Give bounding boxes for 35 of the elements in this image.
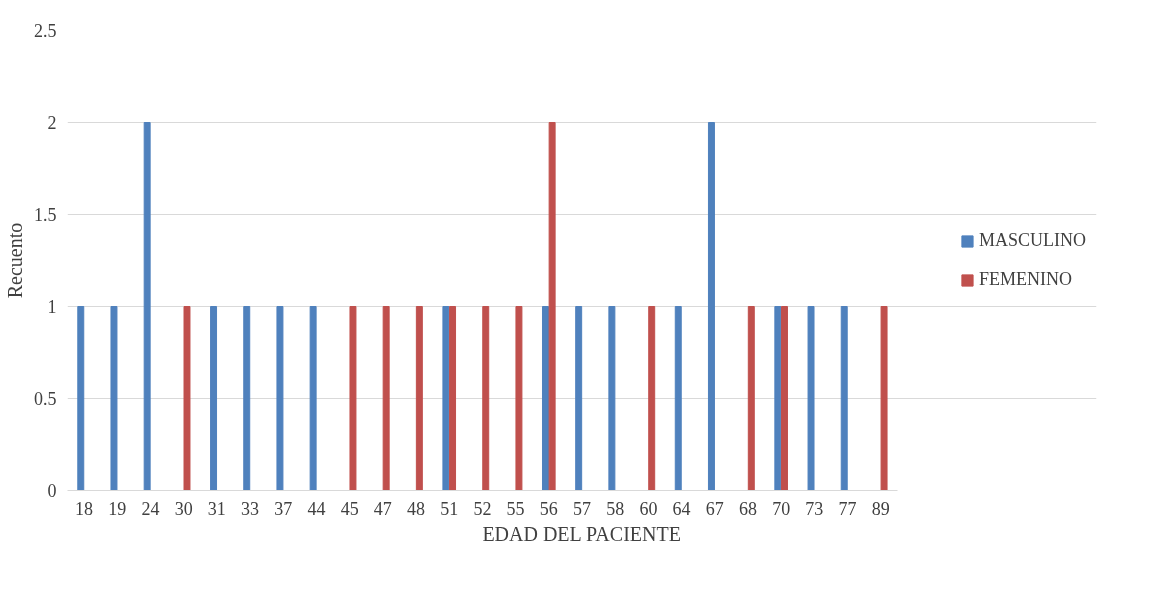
- x-tick-label: 30: [174, 498, 193, 519]
- y-tick-label: 2.5: [34, 21, 57, 41]
- x-tick-label: 31: [207, 498, 226, 519]
- x-tick-label: 89: [871, 498, 890, 519]
- y-tick-label: 1: [47, 297, 57, 317]
- x-tick-label: 24: [141, 498, 160, 519]
- legend-label: MASCULINO: [978, 230, 1086, 251]
- x-tick-label: 47: [373, 498, 392, 519]
- y-tick-label: 2: [47, 113, 57, 133]
- x-tick-label: 58: [606, 498, 625, 519]
- legend-label: FEMENINO: [978, 269, 1072, 290]
- x-tick-label: 70: [772, 498, 791, 519]
- x-tick-label: 55: [506, 498, 525, 519]
- x-tick-label: 51: [440, 498, 459, 519]
- x-tick-label: 77: [838, 498, 857, 519]
- x-tick-label: 60: [639, 498, 658, 519]
- y-tick-label: 0: [47, 481, 57, 501]
- x-tick-label: 48: [407, 498, 426, 519]
- y-tick-label: 0.5: [34, 389, 57, 409]
- x-tick-label: 18: [75, 498, 94, 519]
- x-axis-title: EDAD DEL PACIENTE: [482, 522, 681, 545]
- x-tick-label: 73: [805, 498, 824, 519]
- x-tick-label: 44: [307, 498, 326, 519]
- x-tick-label: 56: [539, 498, 558, 519]
- x-tick-label: 19: [108, 498, 127, 519]
- x-tick-label: 67: [705, 498, 724, 519]
- x-tick-label: 64: [672, 498, 691, 519]
- x-tick-label: 33: [241, 498, 260, 519]
- y-axis-title: Recuento: [4, 222, 26, 299]
- x-tick-label: 57: [573, 498, 591, 519]
- y-tick-label: 1.5: [34, 205, 57, 225]
- x-tick-label: 52: [473, 498, 492, 519]
- x-tick-label: 68: [738, 498, 757, 519]
- x-tick-label: 45: [340, 498, 359, 519]
- x-tick-label: 37: [274, 498, 293, 519]
